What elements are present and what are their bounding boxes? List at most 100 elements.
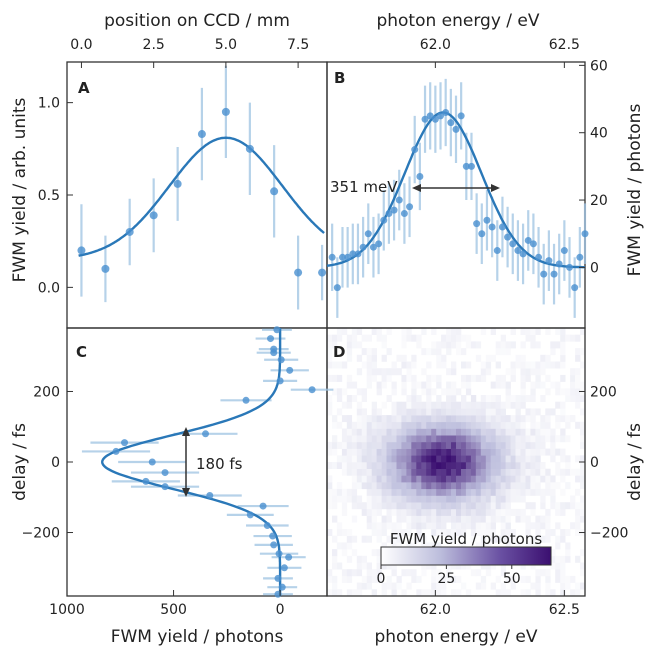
heatmap-cell-1310 bbox=[461, 348, 467, 356]
panel-b-point-21 bbox=[437, 112, 445, 120]
heatmap-cell-1359 bbox=[446, 334, 452, 342]
panel-c-point-9 bbox=[202, 430, 210, 438]
heatmap-cell-1039 bbox=[371, 408, 377, 416]
heatmap-cell-393 bbox=[327, 502, 333, 510]
heatmap-cell-635 bbox=[431, 468, 437, 476]
heatmap-cell-1263 bbox=[480, 361, 487, 369]
heatmap-cell-1022 bbox=[500, 415, 506, 423]
heatmap-cell-351 bbox=[545, 515, 551, 523]
heatmap-cell-284 bbox=[371, 522, 377, 530]
heatmap-cell-690 bbox=[451, 462, 457, 469]
heatmap-cell-1174 bbox=[421, 381, 427, 389]
heatmap-cell-534 bbox=[376, 482, 382, 490]
heatmap-cell-224 bbox=[361, 535, 367, 543]
heatmap-cell-980 bbox=[515, 421, 521, 429]
heatmap-cell-1178 bbox=[451, 381, 457, 389]
heatmap-cell-563 bbox=[520, 482, 526, 490]
heatmap-cell-1012 bbox=[451, 415, 457, 423]
heatmap-cell-249 bbox=[341, 529, 348, 536]
heatmap-cell-459 bbox=[436, 495, 442, 503]
heatmap-cell-514 bbox=[500, 488, 506, 496]
heatmap-cell-761 bbox=[346, 448, 353, 456]
heatmap-cell-987 bbox=[565, 421, 571, 429]
colorbar-label: FWM yield / photons bbox=[390, 530, 542, 548]
panel-d-xtick-label-0: 62.0 bbox=[420, 602, 451, 618]
heatmap-cell-587 bbox=[421, 475, 427, 483]
heatmap-cell-750 bbox=[525, 455, 531, 463]
heatmap-cell-1162 bbox=[570, 388, 576, 396]
heatmap-cell-1347 bbox=[336, 334, 343, 342]
heatmap-cell-1149 bbox=[431, 388, 437, 396]
heatmap-cell-953 bbox=[381, 421, 387, 429]
heatmap-cell-1155 bbox=[505, 388, 511, 396]
heatmap-cell-741 bbox=[480, 455, 487, 463]
heatmap-cell-914 bbox=[416, 428, 422, 436]
heatmap-cell-1379 bbox=[406, 328, 412, 335]
heatmap-cell-1186 bbox=[530, 381, 536, 389]
heatmap-cell-765 bbox=[366, 448, 372, 456]
heatmap-cell-784 bbox=[461, 448, 467, 456]
heatmap-cell-732 bbox=[436, 455, 442, 463]
heatmap-cell-676 bbox=[381, 462, 387, 469]
heatmap-cell-248 bbox=[336, 529, 343, 536]
panel-b-point-22 bbox=[442, 109, 450, 117]
heatmap-cell-212 bbox=[480, 542, 487, 550]
panel-c-point-21 bbox=[270, 541, 278, 549]
heatmap-cell-18 bbox=[465, 589, 472, 597]
heatmap-cell-1015 bbox=[465, 415, 472, 423]
heatmap-cell-519 bbox=[525, 488, 531, 496]
panel-c-point-5 bbox=[276, 377, 284, 385]
heatmap-cell-1192 bbox=[575, 381, 581, 389]
heatmap-cell-1182 bbox=[495, 381, 501, 389]
heatmap-cell-23 bbox=[525, 589, 531, 597]
heatmap-cell-866 bbox=[411, 435, 417, 443]
heatmap-cell-951 bbox=[371, 421, 377, 429]
heatmap-cell-319 bbox=[366, 515, 372, 523]
heatmap-cell-933 bbox=[510, 428, 516, 436]
heatmap-cell-1042 bbox=[396, 408, 402, 416]
heatmap-cell-754 bbox=[560, 455, 566, 463]
heatmap-cell-697 bbox=[485, 462, 492, 469]
heatmap-cell-373 bbox=[456, 508, 462, 516]
heatmap-cell-1213 bbox=[495, 374, 501, 382]
heatmap-cell-990 bbox=[332, 415, 338, 423]
heatmap-cell-411 bbox=[426, 502, 432, 510]
heatmap-cell-813 bbox=[366, 441, 372, 449]
heatmap-cell-1154 bbox=[465, 388, 472, 396]
heatmap-cell-625 bbox=[381, 468, 387, 476]
heatmap-cell-874 bbox=[451, 435, 457, 443]
heatmap-cell-544 bbox=[426, 482, 432, 490]
heatmap-cell-821 bbox=[406, 441, 412, 449]
heatmap-cell-817 bbox=[386, 441, 392, 449]
heatmap-cell-643 bbox=[470, 468, 477, 476]
heatmap-cell-228 bbox=[391, 535, 397, 543]
heatmap-cell-72 bbox=[456, 575, 462, 583]
heatmap-cell-707 bbox=[535, 462, 541, 469]
heatmap-cell-1112 bbox=[361, 395, 367, 402]
heatmap-cell-695 bbox=[475, 462, 482, 469]
heatmap-cell-1357 bbox=[416, 334, 422, 342]
heatmap-cell-299 bbox=[456, 522, 462, 530]
panel-a-point-10 bbox=[318, 268, 327, 277]
heatmap-cell-391 bbox=[575, 508, 581, 516]
heatmap-cell-973 bbox=[480, 421, 487, 429]
panel-c-ytick-label-0: −200 bbox=[22, 526, 60, 542]
heatmap-cell-67 bbox=[431, 575, 437, 583]
heatmap-cell-1382 bbox=[446, 328, 452, 335]
panel-b-point-27 bbox=[467, 162, 475, 170]
heatmap-cell-9 bbox=[401, 589, 407, 597]
heatmap-cell-264 bbox=[456, 529, 462, 536]
heatmap-cell-311 bbox=[535, 522, 541, 530]
heatmap-cell-717 bbox=[361, 455, 367, 463]
heatmap-cell-314 bbox=[555, 522, 561, 530]
heatmap-cell-1265 bbox=[495, 361, 501, 369]
heatmap-cell-889 bbox=[525, 435, 531, 443]
heatmap-cell-942 bbox=[560, 428, 566, 436]
heatmap-cell-738 bbox=[465, 455, 472, 463]
heatmap-cell-1332 bbox=[465, 341, 472, 349]
heatmap-cell-115 bbox=[366, 562, 372, 570]
heatmap-cell-1083 bbox=[416, 401, 422, 409]
heatmap-cell-96 bbox=[411, 569, 417, 577]
heatmap-cell-45 bbox=[490, 582, 496, 590]
panel-b-point-40 bbox=[535, 253, 543, 261]
